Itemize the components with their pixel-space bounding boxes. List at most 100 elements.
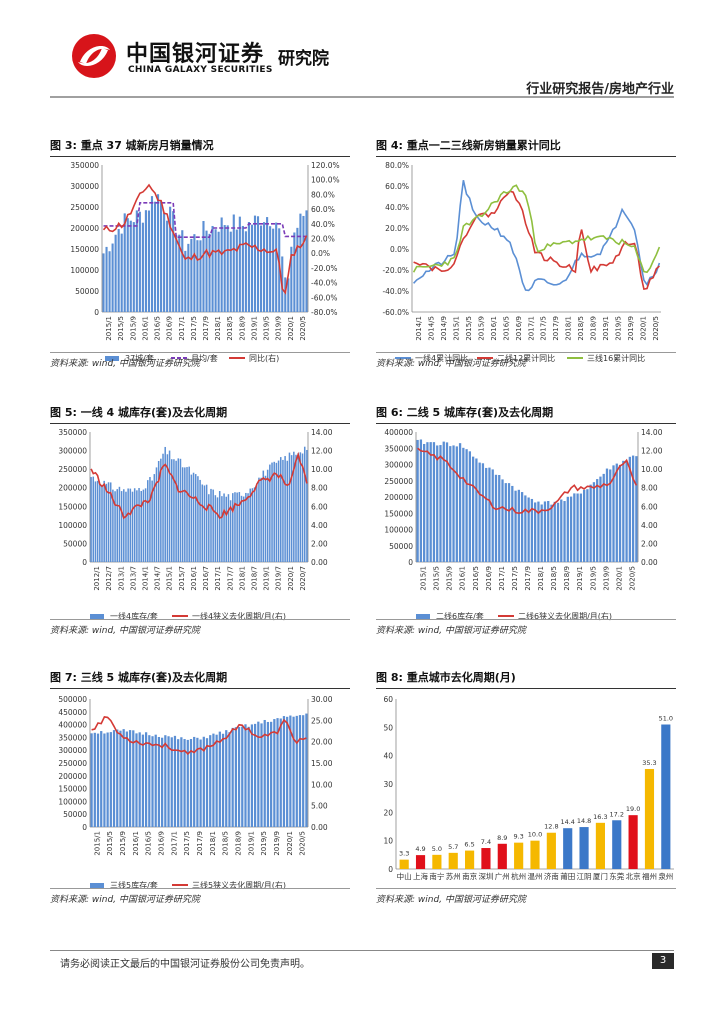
fig6-y2tick: 8.00 — [641, 484, 658, 493]
fig3-y2tick: 120.0% — [311, 161, 340, 170]
fig5-bar — [162, 453, 164, 562]
fig6-bar — [511, 485, 514, 562]
fig6-legend-swatch — [416, 614, 430, 619]
fig7-bar — [234, 727, 237, 827]
fig5-bar — [218, 491, 221, 562]
fig8-city-label: 江阴 — [577, 872, 592, 881]
fig7-bar — [116, 729, 119, 827]
fig7-xtick: 2016/1 — [132, 831, 140, 856]
fig5-bar — [275, 462, 278, 562]
fig3-bar — [299, 213, 302, 312]
fig3-bar — [208, 233, 211, 312]
fig7-bar — [193, 736, 196, 827]
fig5-y2tick: 6.00 — [311, 502, 328, 511]
figure-5-source: 资料来源: wind, 中国银河证券研究院 — [50, 626, 200, 636]
fig5-bar — [101, 486, 103, 562]
fig8-ytick: 50 — [383, 723, 393, 732]
fig8-city-label: 南宁 — [429, 871, 444, 881]
fig3-ytick: 200000 — [70, 224, 99, 233]
fig6-ytick: 50000 — [389, 542, 413, 551]
fig8-city-label: 莆田 — [560, 871, 575, 881]
fig4-ytick: 0.0% — [390, 245, 409, 254]
figure-5-chart: 350000 300000 250000 200000 150000 100000 5000… — [58, 428, 332, 621]
fig7-bar — [161, 737, 164, 827]
figure-5-title: 图 5: 一线 4 城库存(套)及去化周期 — [50, 406, 228, 419]
fig6-xtick: 2019/1 — [576, 566, 584, 591]
fig6-bar — [622, 460, 625, 562]
fig8-value-label: 16.3 — [593, 813, 607, 821]
fig5-bar — [269, 464, 271, 562]
fig7-bar — [135, 733, 138, 827]
fig7-bar — [180, 737, 183, 827]
figure-7-chart: 5000004500004000003500003000002500002000… — [58, 695, 333, 890]
fig3-yoy-line — [102, 183, 308, 295]
fig5-legend-swatch — [90, 614, 104, 619]
figure-3-title: 图 3: 重点 37 城新房月销量情况 — [50, 139, 214, 152]
fig5-xtick: 2017/7 — [226, 566, 234, 591]
fig6-y2tick: 2.00 — [641, 539, 658, 548]
fig6-bar — [576, 493, 579, 562]
fig5-y2tick: 4.00 — [311, 521, 328, 530]
fig8-value-label: 9.3 — [513, 833, 523, 841]
fig7-bar — [183, 739, 186, 827]
fig3-bar — [220, 217, 223, 312]
fig6-bar — [602, 473, 605, 562]
fig3-y2tick: -40.0% — [311, 279, 338, 288]
fig7-bar — [212, 733, 215, 827]
fig7-bar — [141, 734, 145, 827]
fig7-legend-label: 三线5库存/套 — [110, 880, 158, 890]
fig6-bar — [612, 465, 615, 562]
fig5-bar — [238, 492, 241, 562]
fig4-ytick: 80.0% — [385, 161, 409, 170]
figure-8-rule — [376, 688, 676, 689]
fig3-bar — [120, 233, 123, 312]
fig8-value-label: 5.7 — [448, 843, 458, 851]
fig6-ytick: 350000 — [384, 444, 413, 453]
fig5-bar — [99, 484, 101, 562]
figure-3-rule — [50, 156, 350, 157]
fig5-bar — [151, 480, 153, 562]
fig3-xtick: 2019/9 — [275, 316, 283, 341]
fig3-bar — [172, 211, 175, 312]
fig6-bar — [566, 496, 569, 562]
fig7-ytick: 300000 — [58, 746, 87, 755]
fig7-y2tick: 30.00 — [311, 695, 333, 704]
fig6-bar — [560, 499, 563, 562]
fig5-xtick: 2014/7 — [154, 566, 162, 591]
fig5-bar — [136, 490, 138, 562]
fig3-bar — [259, 225, 263, 312]
fig6-bar — [524, 495, 527, 562]
fig8-city-label: 泉州 — [658, 871, 673, 881]
fig7-ytick: 150000 — [58, 785, 87, 794]
fig7-ytick: 450000 — [58, 708, 87, 717]
fig7-bar — [225, 730, 228, 827]
fig3-bar — [290, 246, 293, 312]
fig6-bar — [501, 479, 504, 562]
fig3-bar — [287, 278, 290, 312]
fig6-bar — [423, 443, 426, 562]
fig3-bar — [111, 243, 114, 312]
fig5-bar — [247, 493, 249, 562]
fig8-city-label: 深圳 — [478, 871, 493, 881]
fig6-bar — [478, 462, 481, 562]
fig6-y2tick: 12.00 — [641, 447, 663, 456]
fig6-xtick: 2015/9 — [446, 566, 454, 591]
fig7-bar — [298, 715, 302, 827]
fig5-ytick: 50000 — [63, 539, 87, 548]
fig5-xtick: 2017/1 — [214, 566, 222, 591]
fig8-value-label: 7.4 — [481, 838, 491, 846]
fig3-bar — [141, 222, 144, 312]
fig5-bar — [157, 460, 160, 562]
figure-6-title: 图 6: 二线 5 城库存(套)及去化周期 — [376, 406, 554, 419]
fig6-bar — [520, 492, 524, 562]
fig6-bar — [605, 468, 609, 562]
fig3-bar — [117, 229, 120, 312]
fig7-bar — [154, 734, 157, 827]
fig5-bar — [290, 455, 293, 562]
fig6-bar — [416, 439, 419, 562]
fig8-ytick: 60 — [383, 695, 393, 704]
figure-4-chart: 80.0% 60.0% 40.0% 20.0% 0.0% -20.0% -40.0% -60.… — [382, 161, 661, 363]
fig4-xtick: 2018/5 — [577, 316, 585, 341]
fig6-xtick: 2020/1 — [615, 566, 623, 591]
fig6-bar — [462, 447, 465, 562]
